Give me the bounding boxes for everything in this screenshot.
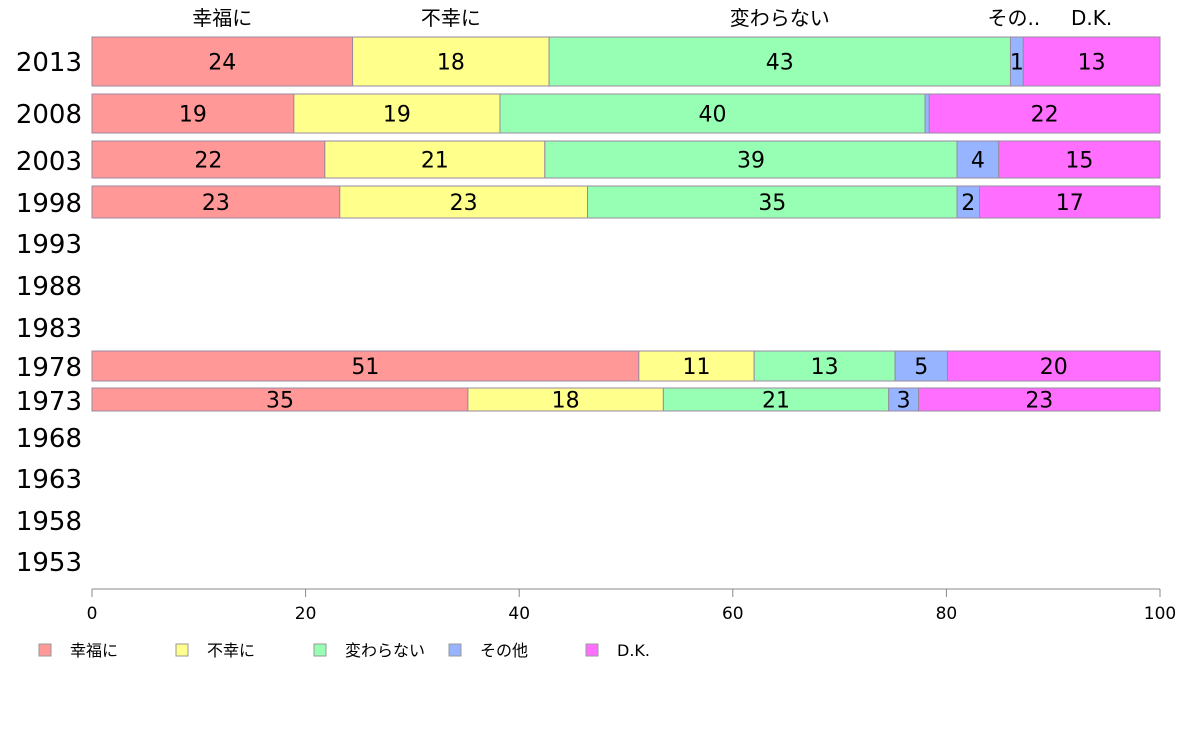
data-label: 13 [811, 355, 839, 380]
bar-segment [352, 36, 550, 87]
x-axis: 0 20 40 60 80 100 [87, 588, 1176, 624]
data-label: 5 [914, 355, 928, 380]
data-label: 23 [202, 191, 230, 216]
y-tick-label: 1998 [16, 189, 82, 219]
y-axis-labels: 2013 2008 2003 1998 1993 1988 1983 1978 1973 1968… [16, 48, 82, 578]
bar-segment [339, 185, 589, 219]
y-tick-label: 2003 [16, 147, 82, 177]
data-label: 11 [682, 355, 710, 380]
x-tick-label: 40 [508, 604, 530, 624]
x-tick-label: 100 [1144, 604, 1176, 624]
bar-segment [924, 93, 930, 134]
y-tick-label: 1993 [16, 230, 82, 260]
data-label: 2 [961, 191, 975, 216]
data-label: 35 [758, 191, 786, 216]
y-tick-label: 1973 [16, 387, 82, 417]
y-tick-label: 2013 [16, 48, 82, 78]
bar-segment [998, 140, 1161, 179]
legend-label: 幸福に [70, 641, 118, 660]
legend-swatch [313, 643, 327, 657]
data-label: 22 [194, 149, 222, 174]
bar-segment [956, 140, 1000, 179]
data-label: 17 [1056, 191, 1084, 216]
data-label: 3 [897, 389, 911, 414]
data-label: 23 [1025, 389, 1053, 414]
legend-swatch [175, 643, 189, 657]
bar-segment [918, 387, 1161, 412]
x-tick-label: 80 [936, 604, 958, 624]
data-label: 18 [552, 389, 580, 414]
legend-swatch [585, 643, 599, 657]
top-labels: 幸福に 不幸に 変わらない その.. D.K. [192, 6, 1112, 30]
top-series-label: 不幸に [421, 6, 481, 30]
data-label: 19 [179, 103, 207, 128]
data-label: 43 [766, 51, 794, 76]
data-label: 23 [450, 191, 478, 216]
data-label: 20 [1040, 355, 1068, 380]
data-label: 1 [1010, 51, 1024, 76]
bar-segment [928, 93, 1161, 134]
y-tick-label: 1953 [16, 548, 82, 578]
data-label: 19 [383, 103, 411, 128]
y-tick-label: 1958 [16, 507, 82, 537]
bar-segment [1022, 36, 1161, 87]
x-tick-label: 60 [722, 604, 744, 624]
data-label: 24 [208, 51, 236, 76]
x-tick-label: 20 [295, 604, 317, 624]
bar-segment [91, 185, 341, 219]
x-tick-label: 0 [87, 604, 98, 624]
bars: 24 18 43 1 13 19 19 40 22 22 21 39 4 15 23 23 35 2 17 51 11 1… [91, 36, 1161, 414]
data-label: 40 [699, 103, 727, 128]
data-label: 22 [1031, 103, 1059, 128]
y-tick-label: 2008 [16, 100, 82, 130]
y-tick-label: 1963 [16, 465, 82, 495]
data-label: 21 [421, 149, 449, 174]
bar-segment [544, 140, 958, 179]
bar-segment [979, 185, 1161, 219]
bar-segment [324, 140, 546, 179]
y-tick-label: 1983 [16, 314, 82, 344]
data-label: 18 [437, 51, 465, 76]
legend-label: 不幸に [207, 641, 255, 660]
bar-segment [548, 36, 1011, 87]
legend: 幸福に 不幸に 変わらない その他 D.K. [38, 641, 650, 660]
top-series-label: 幸福に [192, 6, 252, 30]
top-series-label: 変わらない [730, 6, 830, 30]
data-label: 15 [1065, 149, 1093, 174]
bar-segment [587, 185, 958, 219]
bar-segment [91, 93, 295, 134]
bar-segment [91, 36, 354, 87]
top-series-label: D.K. [1071, 6, 1112, 30]
bar-segment [946, 350, 1161, 382]
y-tick-label: 1988 [16, 272, 82, 302]
bar-segment [293, 93, 501, 134]
bar-segment [91, 140, 326, 179]
data-label: 13 [1078, 51, 1106, 76]
data-label: 39 [737, 149, 765, 174]
data-label: 21 [762, 389, 790, 414]
bar-segment [499, 93, 926, 134]
legend-label: 変わらない [345, 641, 425, 660]
y-tick-label: 1968 [16, 424, 82, 454]
data-label: 51 [351, 355, 379, 380]
legend-swatch [448, 643, 462, 657]
bar-segment [91, 350, 640, 382]
legend-label: その他 [480, 641, 528, 660]
legend-swatch [38, 643, 52, 657]
data-label: 4 [971, 149, 985, 174]
legend-label: D.K. [617, 641, 650, 660]
y-tick-label: 1978 [16, 353, 82, 383]
data-label: 35 [266, 389, 294, 414]
top-series-label: その.. [988, 6, 1041, 30]
